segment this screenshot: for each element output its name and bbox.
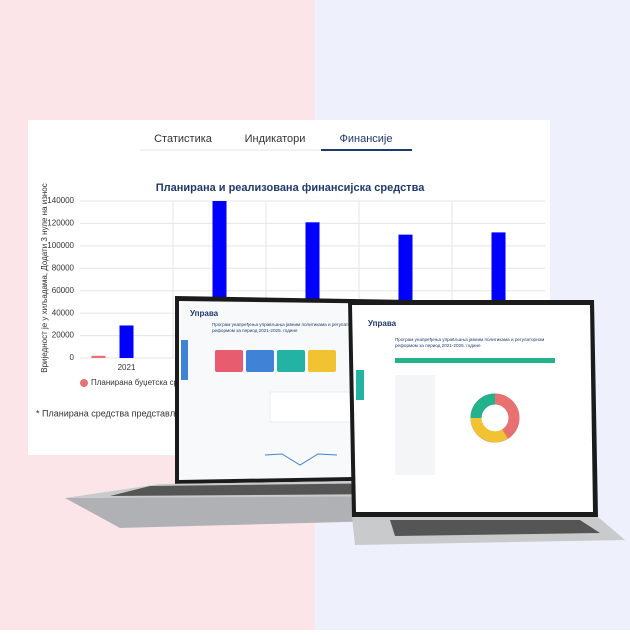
y-tick-label: 80000 xyxy=(52,263,75,272)
laptop-right: Управа Програм унапређења управљања јавн… xyxy=(348,300,625,545)
legend-label: Планирана буџетска средства xyxy=(91,378,204,387)
y-tick-label: 60000 xyxy=(52,286,75,295)
list xyxy=(395,375,435,475)
side-tabs xyxy=(356,370,364,400)
x-tick-label: 2021 xyxy=(118,363,136,372)
stats-box xyxy=(269,391,361,423)
bar xyxy=(91,355,106,358)
chart-title: Планирана и реализована финансијска сред… xyxy=(156,182,426,194)
logo: Управа xyxy=(368,319,397,328)
y-tick-label: 100000 xyxy=(47,241,74,250)
base xyxy=(65,496,420,528)
side-tabs xyxy=(181,340,188,380)
heading-box: Програм унапређења управљања јавним поли… xyxy=(395,337,545,348)
heading-box: Програм унапређења управљања јавним поли… xyxy=(212,322,362,333)
y-tick-label: 120000 xyxy=(47,219,74,228)
y-tick-label: 40000 xyxy=(52,308,75,317)
bar xyxy=(119,325,134,358)
y-tick-label: 0 xyxy=(70,353,75,362)
y-tick-label: 20000 xyxy=(52,331,75,340)
heading: Програм унапређења управљања јавним поли… xyxy=(395,337,545,348)
heading: Програм унапређења управљања јавним поли… xyxy=(212,322,362,333)
keys xyxy=(390,520,600,536)
y-axis-label: Вриједност је у хиљадама, Додати 3 нуле … xyxy=(40,183,49,373)
card-teal xyxy=(277,350,305,372)
tab-active[interactable]: Финансије xyxy=(340,133,393,145)
y-tick-label: 140000 xyxy=(47,196,74,205)
legend-swatch xyxy=(80,379,88,387)
mini-line xyxy=(264,453,338,466)
card-red xyxy=(215,350,243,372)
banner xyxy=(395,358,555,363)
footnote: * Планирана средства представљају xyxy=(36,408,190,418)
card-yellow xyxy=(308,350,336,372)
donut-seg xyxy=(470,393,496,419)
logo: Управа xyxy=(190,309,219,318)
tab[interactable]: Статистика xyxy=(154,133,213,145)
tab[interactable]: Индикатори xyxy=(245,133,306,145)
keys xyxy=(110,483,400,496)
card-blue xyxy=(246,350,274,372)
donut-seg xyxy=(470,417,508,443)
